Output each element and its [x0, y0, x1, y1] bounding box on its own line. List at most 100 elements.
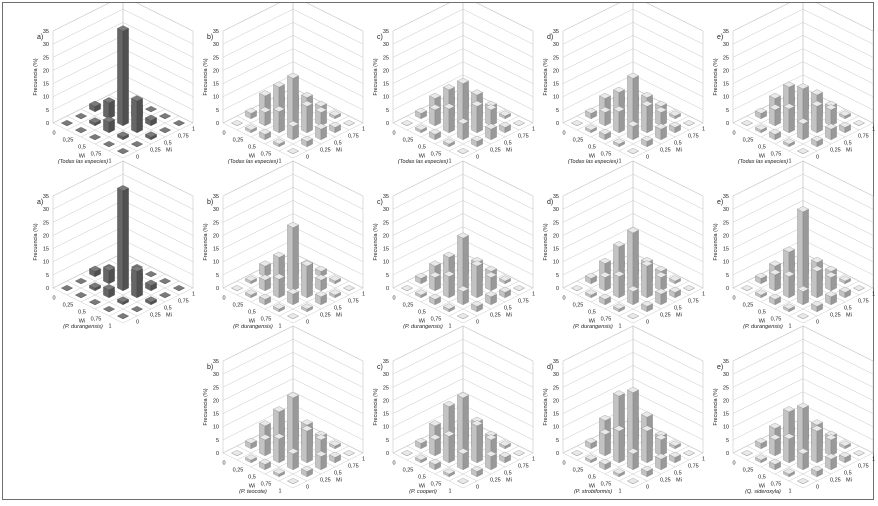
bar-w3-m1: [627, 285, 639, 306]
bar-face-front: [627, 450, 634, 471]
wi-tick-label: 1: [618, 159, 621, 165]
wi-tick-label: 1: [448, 324, 451, 330]
bar-face-side: [306, 103, 313, 134]
bar-face-side: [802, 405, 809, 457]
floor-grid: [292, 122, 364, 159]
wi-tick-label: 0,75: [771, 317, 782, 323]
panel-letter: c): [377, 364, 383, 371]
bar-w4-m2: [145, 296, 157, 306]
bar-face-top: [145, 271, 157, 277]
bar-face-top: [471, 260, 483, 267]
bar-w0-m1: [755, 107, 767, 120]
gridline: [222, 391, 364, 427]
bar-w2-m1: [103, 116, 115, 134]
bar-face-top: [641, 465, 653, 472]
gridline: [732, 200, 874, 236]
bar-face-top: [273, 406, 285, 413]
floor-grid: [122, 122, 194, 159]
gridline: [222, 0, 364, 32]
bar-face-top: [287, 478, 299, 484]
bar-w4-m4: [343, 450, 355, 456]
bar-face-front: [301, 428, 308, 464]
panel-letter: d): [547, 364, 553, 371]
y-tick-label: 35: [213, 194, 219, 200]
bar-face-top: [683, 450, 695, 456]
bar-w4-m1: [471, 465, 483, 478]
bar-face-top: [783, 138, 795, 145]
bar-face-top: [613, 241, 625, 248]
mi-tick-label: 1: [192, 292, 195, 298]
y-axis-title: Frecuencia (%): [543, 388, 549, 425]
y-tick-label: 0: [216, 121, 219, 127]
floor-grid: [278, 445, 350, 482]
floor-grid: [406, 280, 478, 317]
bar-face-top: [273, 251, 285, 258]
wi-axis-title: Wi: [249, 319, 255, 325]
bar-face-top: [259, 458, 271, 465]
bar-face-top: [159, 292, 171, 298]
bar-face-top: [315, 291, 327, 298]
bar-w4-m4: [513, 120, 525, 126]
bar-face-front: [287, 224, 294, 292]
wi-tick-label: 0,75: [771, 152, 782, 158]
bar-face-front: [769, 436, 776, 457]
bar-face-front: [599, 431, 606, 457]
y-tick-label: 35: [383, 359, 389, 365]
mi-tick-label: 0,25: [490, 313, 501, 319]
bar-face-top: [655, 106, 667, 113]
bar-face-top: [769, 434, 781, 441]
mi-tick-label: 0,5: [674, 471, 682, 477]
wi-tick-label: 0: [222, 461, 225, 467]
bar-w4-m3: [499, 451, 511, 464]
mi-tick-label: 0: [816, 320, 819, 326]
bar-face-top: [245, 124, 257, 131]
bar-face-front: [783, 106, 790, 134]
bar-face-top: [173, 285, 185, 291]
bar-face-side: [816, 103, 823, 134]
mi-axis-title: Mi: [336, 478, 342, 484]
bar-w4-m0: [457, 478, 469, 484]
mi-axis-title: Mi: [846, 478, 852, 484]
gridline: [732, 35, 874, 71]
bar-w2-m1: [783, 271, 795, 299]
mi-tick-label: 0: [476, 155, 479, 161]
wi-tick-label: 1: [788, 489, 791, 495]
bar-w0-m1: [75, 113, 87, 119]
mi-tick-label: 1: [532, 457, 535, 463]
bar-face-top: [485, 434, 497, 441]
bar-face-top: [641, 135, 653, 142]
gridline: [222, 213, 364, 249]
y-tick-label: 25: [383, 220, 389, 226]
y-tick-label: 30: [213, 42, 219, 48]
bar-face-top: [259, 260, 271, 267]
bar-face-top: [131, 141, 143, 147]
mi-axis-title: Mi: [506, 478, 512, 484]
bar-w0-m0: [231, 120, 243, 126]
bar-face-side: [632, 389, 639, 457]
bar-face-top: [811, 300, 823, 307]
bar-w3-m2: [301, 260, 313, 299]
gridline: [392, 352, 534, 388]
y-axis-title: Frecuencia (%): [373, 388, 379, 425]
y-axis-title: Frecuencia (%): [33, 58, 39, 95]
bar-w4-m4: [513, 450, 525, 456]
bar-face-top: [825, 123, 837, 130]
gridline: [732, 61, 874, 97]
bar-face-top: [301, 100, 313, 107]
bar-face-top: [429, 434, 441, 441]
y-tick-label: 10: [213, 260, 219, 266]
bar-face-top: [811, 465, 823, 472]
bar-w4-m2: [655, 123, 667, 141]
bar-face-top: [641, 100, 653, 107]
bar-w4-m4: [683, 285, 695, 291]
bar-w2-m2: [797, 206, 809, 292]
gridline: [732, 173, 874, 210]
gridline: [222, 35, 364, 71]
gridline: [732, 48, 874, 84]
bar-face-side: [802, 120, 809, 141]
mi-tick-label: 0,75: [688, 464, 699, 470]
floor-grid: [732, 122, 804, 159]
bar-w1-m1: [599, 429, 611, 457]
bar-face-top: [783, 271, 795, 277]
